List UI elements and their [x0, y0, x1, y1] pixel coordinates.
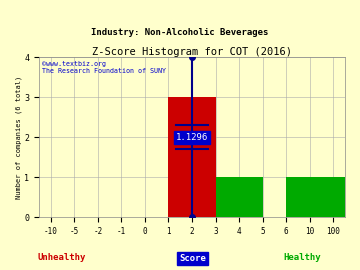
- Bar: [216, 177, 262, 217]
- Title: Z-Score Histogram for COT (2016): Z-Score Histogram for COT (2016): [92, 48, 292, 58]
- Text: Healthy: Healthy: [284, 253, 321, 262]
- Text: 1.1296: 1.1296: [176, 133, 208, 142]
- Text: Score: Score: [179, 254, 206, 263]
- Bar: [168, 97, 216, 217]
- Bar: [286, 177, 333, 217]
- Text: ©www.textbiz.org
The Research Foundation of SUNY: ©www.textbiz.org The Research Foundation…: [42, 60, 166, 74]
- Y-axis label: Number of companies (6 total): Number of companies (6 total): [15, 76, 22, 199]
- Text: Industry: Non-Alcoholic Beverages: Industry: Non-Alcoholic Beverages: [91, 28, 269, 37]
- Bar: [333, 177, 357, 217]
- Text: Unhealthy: Unhealthy: [37, 253, 85, 262]
